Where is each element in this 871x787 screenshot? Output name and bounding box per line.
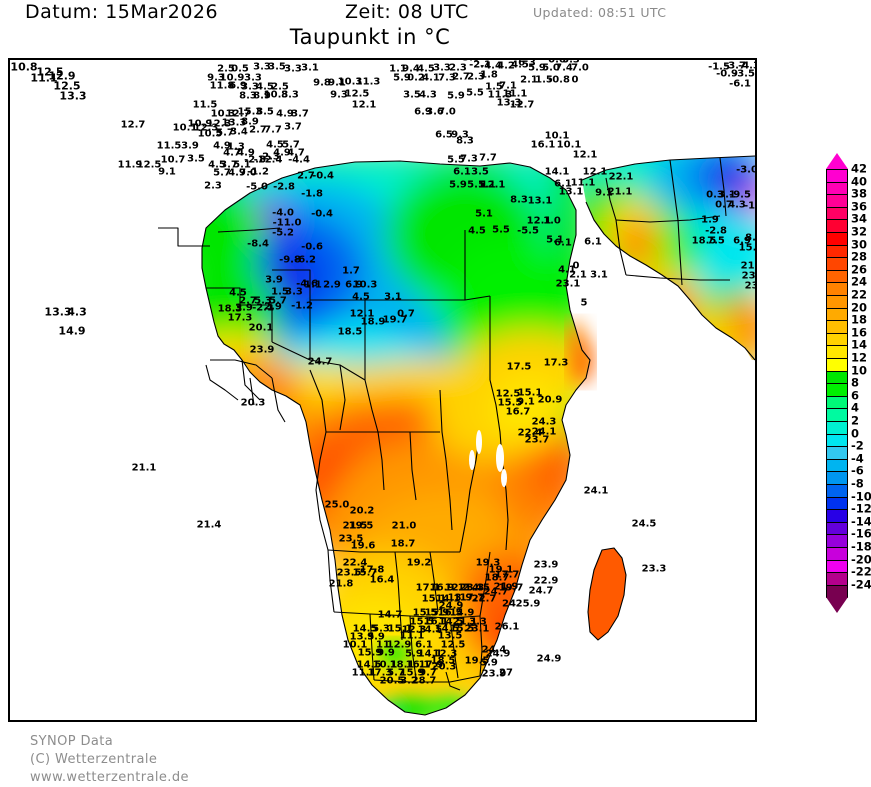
scale-tick-40: 40 [851, 174, 868, 189]
footer-line-website: www.wetterzentrale.de [30, 770, 189, 785]
scale-band--2[interactable] [826, 446, 848, 460]
scale-tick-32: 32 [851, 224, 868, 239]
scale-tick--20: -20 [851, 552, 871, 567]
scale-tick-18: 18 [851, 312, 868, 327]
scale-tick-20: 20 [851, 300, 868, 315]
dewpoint-heatmap [158, 155, 755, 716]
scale-tick-4: 4 [851, 400, 860, 415]
chart-header: Datum: 15Mar2026 Zeit: 08 UTC Updated: 0… [0, 0, 871, 52]
scale-tick-12: 12 [851, 350, 868, 365]
scale-tick-16: 16 [851, 325, 868, 340]
scale-tick--10: -10 [851, 489, 871, 504]
scale-band-4[interactable] [826, 408, 848, 422]
scale-band-0[interactable] [826, 433, 848, 448]
scale-band-14[interactable] [826, 345, 848, 359]
scale-band-6[interactable] [826, 395, 848, 410]
scale-tick--18: -18 [851, 539, 871, 554]
date-label: Datum: 15Mar2026 [25, 1, 219, 23]
scale-band-10[interactable] [826, 370, 848, 385]
color-scale-bar[interactable] [826, 153, 848, 645]
scale-tick-14: 14 [851, 337, 868, 352]
scale-band-30[interactable] [826, 244, 848, 259]
color-scale-ticks: 42 40 38 36 34 32 30 28 26 24 22 20 18 16 14 12 10 8 6 4 2 0-… [851, 153, 871, 653]
scale-band--24[interactable] [826, 584, 848, 599]
scale-tick-22: 22 [851, 287, 868, 302]
scale-band--4[interactable] [826, 458, 848, 473]
scale-band-36[interactable] [826, 206, 848, 221]
scale-tick-8: 8 [851, 375, 860, 390]
scale-tick-42: 42 [851, 161, 868, 176]
scale-tick-36: 36 [851, 199, 868, 214]
scale-tick--6: -6 [851, 463, 864, 478]
scale-band-24[interactable] [826, 282, 848, 296]
scale-band-2[interactable] [826, 421, 848, 435]
scale-band-42[interactable] [826, 169, 848, 183]
updated-label: Updated: 08:51 UTC [533, 5, 667, 20]
scale-band-12[interactable] [826, 358, 848, 372]
map-panel[interactable]: 10.8 12.5 11.1 12.9 12.5 13.3 12.7 13.3 4.3 14.9 2… [8, 58, 757, 722]
scale-tick-34: 34 [851, 211, 868, 226]
scale-tick-10: 10 [851, 363, 868, 378]
scale-band-34[interactable] [826, 219, 848, 233]
scale-tick-6: 6 [851, 388, 860, 403]
scale-band-18[interactable] [826, 320, 848, 334]
scale-tick-2: 2 [851, 413, 860, 428]
scale-band--18[interactable] [826, 547, 848, 561]
scale-tick-28: 28 [851, 249, 868, 264]
scale-tick--2: -2 [851, 438, 864, 453]
scale-tick--14: -14 [851, 514, 871, 529]
scale-band-26[interactable] [826, 269, 848, 284]
scale-tick--22: -22 [851, 564, 871, 579]
scale-under-arrow [826, 597, 848, 614]
scale-band--10[interactable] [826, 496, 848, 511]
scale-band--12[interactable] [826, 509, 848, 523]
station-value: 2 [756, 291, 757, 300]
scale-tick-24: 24 [851, 274, 868, 289]
scale-band--14[interactable] [826, 521, 848, 536]
scale-tick-0: 0 [851, 426, 860, 441]
scale-band--20[interactable] [826, 559, 848, 574]
scale-band-16[interactable] [826, 332, 848, 347]
scale-tick-26: 26 [851, 262, 868, 277]
scale-band-20[interactable] [826, 307, 848, 322]
footer-line-source: SYNOP Data [30, 734, 114, 749]
scale-tick--4: -4 [851, 451, 864, 466]
scale-band--8[interactable] [826, 484, 848, 498]
scale-tick--24: -24 [851, 577, 871, 592]
scale-band--22[interactable] [826, 572, 848, 586]
scale-tick--8: -8 [851, 476, 864, 491]
scale-band-22[interactable] [826, 295, 848, 309]
time-label: Zeit: 08 UTC [345, 1, 469, 23]
scale-over-arrow [826, 153, 848, 169]
scale-band-38[interactable] [826, 194, 848, 208]
scale-band--16[interactable] [826, 534, 848, 548]
page-title: Taupunkt in °C [289, 25, 451, 49]
footer-line-copy: (C) Wetterzentrale [30, 752, 158, 767]
scale-band-40[interactable] [826, 181, 848, 196]
scale-band-8[interactable] [826, 383, 848, 397]
scale-band-28[interactable] [826, 257, 848, 271]
scale-tick--12: -12 [851, 501, 871, 516]
scale-tick--16: -16 [851, 526, 871, 541]
footer-credits: SYNOP Data (C) Wetterzentrale www.wetter… [30, 733, 189, 787]
scale-tick-30: 30 [851, 237, 868, 252]
scale-band--6[interactable] [826, 471, 848, 485]
scale-tick-38: 38 [851, 186, 868, 201]
scale-band-32[interactable] [826, 232, 848, 246]
